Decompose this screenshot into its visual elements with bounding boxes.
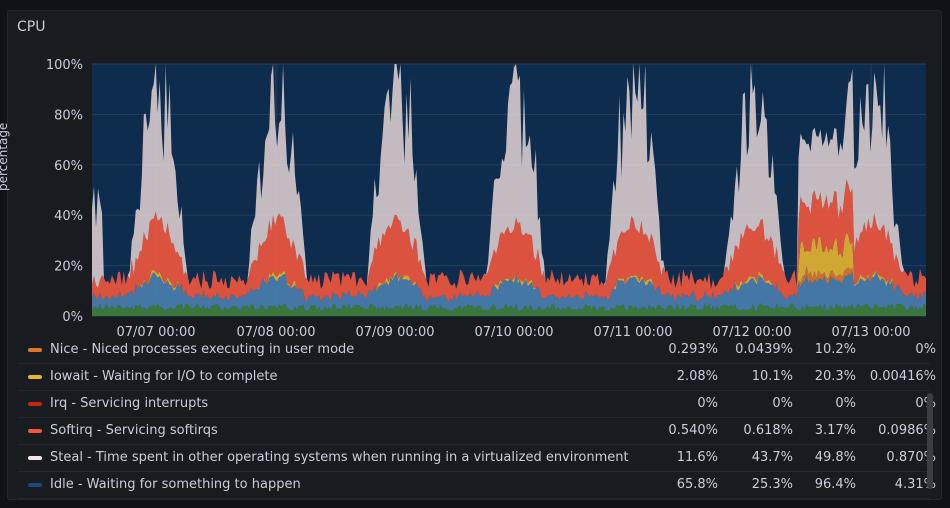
legend-value: 10.2%	[814, 342, 856, 357]
legend-row[interactable]: Iowait - Waiting for I/O to complete 2.08…	[18, 364, 936, 391]
legend-swatch	[28, 402, 42, 406]
legend-table: Nice - Niced processes executing in user…	[18, 337, 936, 499]
legend-value: 96.4%	[814, 477, 856, 492]
legend-row[interactable]: Steal - Time spent in other operating sy…	[18, 445, 936, 472]
user-area	[92, 303, 926, 316]
legend-series-name[interactable]: Iowait - Waiting for I/O to complete	[50, 369, 278, 384]
legend-value: 10.1%	[751, 369, 793, 384]
legend-swatch	[28, 456, 42, 460]
legend-row[interactable]: Softirq - Servicing softirqs 0.540% 0.618%…	[18, 418, 936, 445]
legend-value: 0.618%	[743, 423, 793, 438]
y-tick-label: 60%	[54, 159, 83, 174]
legend-swatch	[28, 429, 42, 433]
cpu-timeseries-chart[interactable]: 0% 20% 40% 60% 80% 100% 07/07 00:00 07/08 00:00…	[8, 11, 943, 341]
legend-value: 4.31%	[894, 477, 936, 492]
legend-value: 0%	[697, 396, 718, 411]
x-tick-label: 07/11 00:00	[593, 325, 672, 340]
legend-value: 0.540%	[668, 423, 718, 438]
legend-value: 0.0986%	[878, 423, 936, 438]
softirq-area	[92, 179, 926, 303]
legend-value: 0.870%	[886, 450, 936, 465]
y-tick-label: 40%	[54, 209, 83, 224]
legend-swatch	[28, 348, 42, 352]
x-tick-label: 07/12 00:00	[712, 325, 791, 340]
legend-value: 20.3%	[814, 369, 856, 384]
y-tick-label: 20%	[54, 260, 83, 275]
panel-title[interactable]: CPU	[17, 19, 46, 35]
legend-value: 0%	[772, 396, 793, 411]
y-tick-label: 80%	[54, 108, 83, 123]
legend-value: 11.6%	[676, 450, 718, 465]
legend-series-name[interactable]: Irq - Servicing interrupts	[50, 396, 209, 411]
legend-series-name[interactable]: Softirq - Servicing softirqs	[50, 423, 218, 438]
legend-row[interactable]: Irq - Servicing interrupts 0% 0% 0% 0%	[18, 391, 936, 418]
legend-value: 0%	[915, 396, 936, 411]
x-tick-label: 07/13 00:00	[831, 325, 910, 340]
legend-value: 3.17%	[814, 423, 856, 438]
legend-scrollbar[interactable]	[927, 393, 933, 489]
x-tick-label: 07/07 00:00	[116, 325, 195, 340]
y-tick-label: 100%	[46, 58, 83, 73]
legend-value: 0.0439%	[735, 342, 793, 357]
legend-row[interactable]: Nice - Niced processes executing in user…	[18, 337, 936, 364]
x-tick-label: 07/09 00:00	[355, 325, 434, 340]
legend-swatch	[28, 375, 42, 379]
legend-value: 49.8%	[814, 450, 856, 465]
steal-area	[92, 64, 926, 290]
legend-swatch	[28, 483, 42, 487]
system-area	[92, 271, 926, 311]
legend-series-name[interactable]: Idle - Waiting for something to happen	[50, 477, 301, 492]
x-tick-label: 07/08 00:00	[236, 325, 315, 340]
legend-series-name[interactable]: Nice - Niced processes executing in user…	[50, 342, 355, 357]
legend-series-name[interactable]: Steal - Time spent in other operating sy…	[50, 450, 629, 465]
cpu-panel: CPU percentage 0% 20% 40% 60% 80% 100% 07/07 0…	[0, 10, 943, 500]
legend-value: 65.8%	[676, 477, 718, 492]
legend-value: 0%	[835, 396, 856, 411]
legend-row[interactable]: Idle - Waiting for something to happen 65…	[18, 472, 936, 499]
legend-value: 2.08%	[676, 369, 718, 384]
y-tick-label: 0%	[62, 310, 83, 325]
legend-value: 43.7%	[751, 450, 793, 465]
legend-value: 0.00416%	[869, 369, 936, 384]
legend-value: 0%	[915, 342, 936, 357]
x-tick-label: 07/10 00:00	[474, 325, 553, 340]
legend-value: 0.293%	[668, 342, 718, 357]
legend-value: 25.3%	[751, 477, 793, 492]
